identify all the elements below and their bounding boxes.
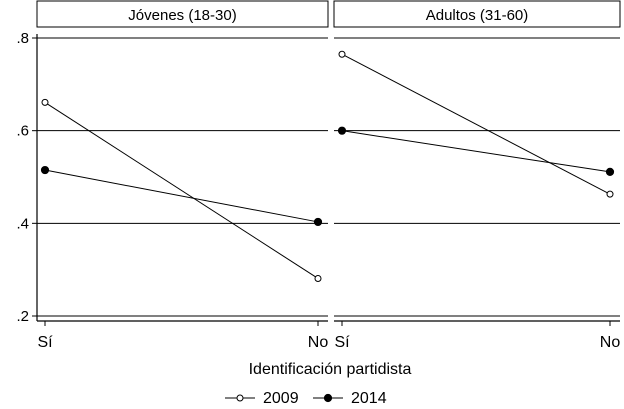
x-tick-label: Sí: [334, 334, 350, 351]
panel-title: Jóvenes (18-30): [128, 7, 236, 24]
data-point-2009: [314, 274, 322, 282]
y-tick-label: .2: [16, 308, 29, 325]
series-line-2009: [341, 53, 611, 195]
series-line-2014: [341, 130, 611, 173]
data-point-2014: [313, 217, 323, 227]
data-point-2014: [337, 126, 347, 135]
x-axis-title: Identificación partidista: [249, 361, 412, 378]
x-tick-label: No: [600, 334, 621, 351]
y-tick-label: .8: [16, 30, 29, 47]
panel-title-box: [333, 0, 621, 28]
series-line-2014: [44, 169, 319, 223]
panel-title: Adultos (31-60): [426, 7, 529, 24]
legend-label: 2009: [263, 390, 299, 407]
y-tick-label: .6: [16, 123, 29, 140]
x-tick-label: No: [308, 334, 329, 351]
data-point-2014: [605, 167, 615, 177]
series-line-2009: [44, 101, 319, 279]
data-point-2009: [606, 190, 614, 198]
x-tick-label: Sí: [37, 334, 53, 351]
y-tick-label: .4: [16, 215, 29, 232]
data-point-2009: [338, 50, 346, 58]
legend-marker: [236, 394, 244, 402]
legend: 2009 2014: [225, 390, 387, 407]
panel-title-box: [36, 0, 329, 28]
legend-marker: [323, 393, 333, 403]
legend-label: 2014: [351, 390, 387, 407]
data-point-2009: [41, 98, 49, 106]
data-point-2014: [40, 165, 50, 175]
